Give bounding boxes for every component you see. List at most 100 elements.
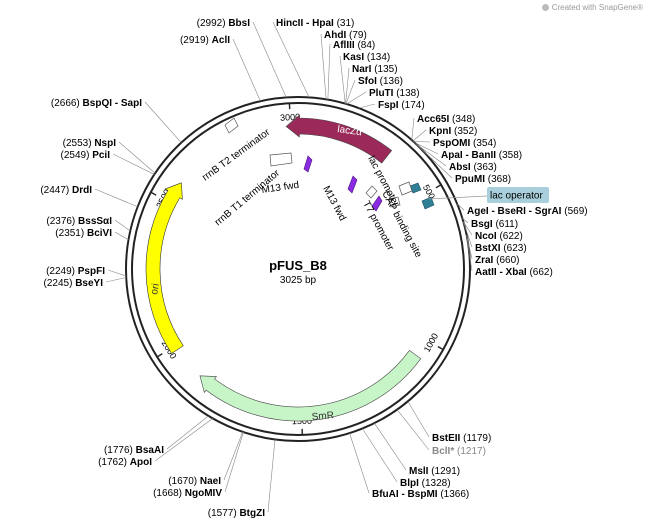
site-leader-line bbox=[462, 217, 469, 224]
cap-binding-site-marker[interactable] bbox=[398, 181, 413, 196]
restriction-site-label[interactable]: BsgI (611) bbox=[471, 219, 518, 230]
restriction-site-label[interactable]: (2549) PciI bbox=[61, 150, 111, 161]
backbone-outer-ring bbox=[125, 96, 471, 442]
restriction-site-label[interactable]: BstEII (1179) bbox=[432, 433, 491, 444]
site-leader-line bbox=[267, 439, 276, 513]
snapgene-logo-icon bbox=[541, 4, 549, 12]
lac-operator-callout-box bbox=[487, 187, 549, 203]
lac-operator-leader bbox=[427, 195, 488, 200]
rrnb-t1-terminator-marker[interactable] bbox=[269, 152, 293, 167]
restriction-site-label[interactable]: PpuMI (368) bbox=[455, 174, 511, 185]
site-leader-line bbox=[252, 21, 287, 98]
m13-fwd-arrow-a[interactable] bbox=[303, 155, 313, 173]
restriction-site-label[interactable]: BstXI (623) bbox=[475, 243, 527, 254]
site-leader-line bbox=[349, 433, 370, 494]
restriction-site-label[interactable]: (1577) BtgZI bbox=[208, 508, 265, 519]
restriction-site-label[interactable]: AgeI - BseRI - SgrAI (569) bbox=[467, 206, 588, 217]
restriction-site-label[interactable]: SfoI (136) bbox=[358, 76, 403, 87]
restriction-site-label[interactable]: BfuAI - BspMI (1366) bbox=[372, 489, 469, 500]
backbone-inner-ring bbox=[131, 102, 465, 436]
restriction-site-label[interactable]: (2376) BssSαI bbox=[46, 216, 112, 227]
restriction-site-label[interactable]: (1670) NaeI bbox=[168, 476, 221, 487]
site-leader-line bbox=[327, 43, 331, 100]
ori-feature-arrow[interactable] bbox=[145, 182, 184, 354]
site-leader-line bbox=[232, 38, 261, 102]
site-leader-line bbox=[407, 401, 430, 438]
site-leader-line bbox=[358, 103, 376, 109]
restriction-site-label[interactable]: NcoI (622) bbox=[475, 231, 523, 242]
site-leader-line bbox=[413, 141, 431, 143]
site-leader-line bbox=[105, 277, 127, 283]
tick-mark bbox=[150, 191, 157, 196]
site-leader-line bbox=[345, 67, 350, 104]
site-leader-line bbox=[224, 432, 244, 493]
site-leader-line bbox=[415, 143, 447, 167]
site-leader-line bbox=[346, 91, 367, 105]
restriction-site-label[interactable]: (1668) NgoMIV bbox=[153, 488, 222, 499]
smr-label: SmR bbox=[311, 410, 334, 423]
restriction-site-label[interactable]: (2351) BciVI bbox=[55, 228, 112, 239]
restriction-site-label[interactable]: (2249) PspFI bbox=[46, 266, 105, 277]
restriction-site-label[interactable]: FspI (174) bbox=[378, 100, 425, 111]
tick-mark bbox=[156, 353, 163, 358]
restriction-site-label[interactable]: AflIII (84) bbox=[333, 40, 375, 51]
restriction-site-label[interactable]: (2245) BseYI bbox=[44, 278, 104, 289]
restriction-site-label[interactable]: (2992) BbsI bbox=[197, 18, 251, 29]
restriction-site-label[interactable]: (2666) BspQI - SapI bbox=[51, 98, 142, 109]
site-leader-line bbox=[94, 188, 138, 208]
restriction-site-label[interactable]: PspOMI (354) bbox=[433, 138, 496, 149]
restriction-site-label[interactable]: MslI (1291) bbox=[409, 466, 460, 477]
site-leader-line bbox=[144, 101, 182, 143]
site-leader-line bbox=[412, 129, 427, 142]
site-leader-lines bbox=[94, 21, 473, 513]
restriction-site-label[interactable]: KpnI (352) bbox=[429, 126, 477, 137]
lac-operator-callout-label: lac operator bbox=[490, 191, 543, 202]
lac-promoter-arrow[interactable] bbox=[388, 196, 401, 208]
site-leader-line bbox=[223, 431, 244, 481]
site-leader-line bbox=[114, 231, 129, 241]
lacza-label: lacZα bbox=[337, 124, 363, 138]
restriction-site-label[interactable]: PluTI (138) bbox=[369, 88, 420, 99]
restriction-site-label[interactable]: (2553) NspI bbox=[63, 138, 117, 149]
site-leader-line bbox=[345, 79, 356, 104]
site-leader-line bbox=[272, 21, 310, 98]
restriction-site-label[interactable]: AhdI (79) bbox=[324, 30, 367, 41]
restriction-site-label[interactable]: BlpI (1328) bbox=[400, 478, 451, 489]
site-leader-line bbox=[114, 219, 131, 232]
site-leader-line bbox=[416, 144, 453, 179]
restriction-site-label[interactable]: (2447) DrdI bbox=[40, 185, 92, 196]
tick-mark bbox=[437, 345, 444, 351]
site-leader-line bbox=[154, 418, 213, 462]
site-leader-line bbox=[456, 203, 465, 211]
restriction-site-label[interactable]: BclI* (1217) bbox=[432, 446, 486, 457]
restriction-site-label[interactable]: (1762) ApoI bbox=[98, 457, 152, 468]
tick-label: 3000 bbox=[280, 112, 301, 123]
restriction-site-label[interactable]: NarI (135) bbox=[352, 64, 398, 75]
restriction-site-label[interactable]: AbsI (363) bbox=[449, 162, 497, 173]
site-leader-line bbox=[411, 117, 415, 141]
site-leader-line bbox=[463, 221, 473, 236]
site-leader-line bbox=[112, 153, 155, 175]
restriction-site-label[interactable]: KasI (134) bbox=[343, 52, 390, 63]
restriction-site-label[interactable]: (1776) BsaAI bbox=[104, 445, 164, 456]
m13-fwd-label-b: M13 fwd bbox=[320, 184, 347, 223]
rrnb-t2-terminator-marker[interactable] bbox=[224, 117, 239, 134]
site-leader-line bbox=[107, 269, 127, 277]
smr-feature-arrow[interactable] bbox=[199, 349, 422, 422]
restriction-site-label[interactable]: ZraI (660) bbox=[475, 255, 519, 266]
restriction-site-label[interactable]: Acc65I (348) bbox=[417, 114, 475, 125]
site-leader-line bbox=[396, 409, 430, 451]
site-leader-line bbox=[374, 422, 407, 471]
restriction-site-label[interactable]: (2919) AclI bbox=[180, 35, 230, 46]
t7-promoter-arrow[interactable] bbox=[365, 185, 378, 199]
site-leader-line bbox=[466, 235, 473, 272]
lacza-feature-arrow[interactable] bbox=[285, 114, 393, 164]
rrnb-t2-terminator-label: rrnB T2 terminator bbox=[200, 127, 272, 184]
m13-fwd-arrow-b[interactable] bbox=[347, 175, 383, 212]
restriction-site-label[interactable]: HincII - HpaI (31) bbox=[276, 18, 354, 29]
site-leader-line bbox=[320, 33, 327, 100]
plasmid-size: 3025 bp bbox=[280, 275, 317, 286]
restriction-site-label[interactable]: ApaI - BanII (358) bbox=[441, 150, 522, 161]
tick-mark bbox=[435, 184, 442, 189]
restriction-site-label[interactable]: AatII - XbaI (662) bbox=[475, 267, 553, 278]
